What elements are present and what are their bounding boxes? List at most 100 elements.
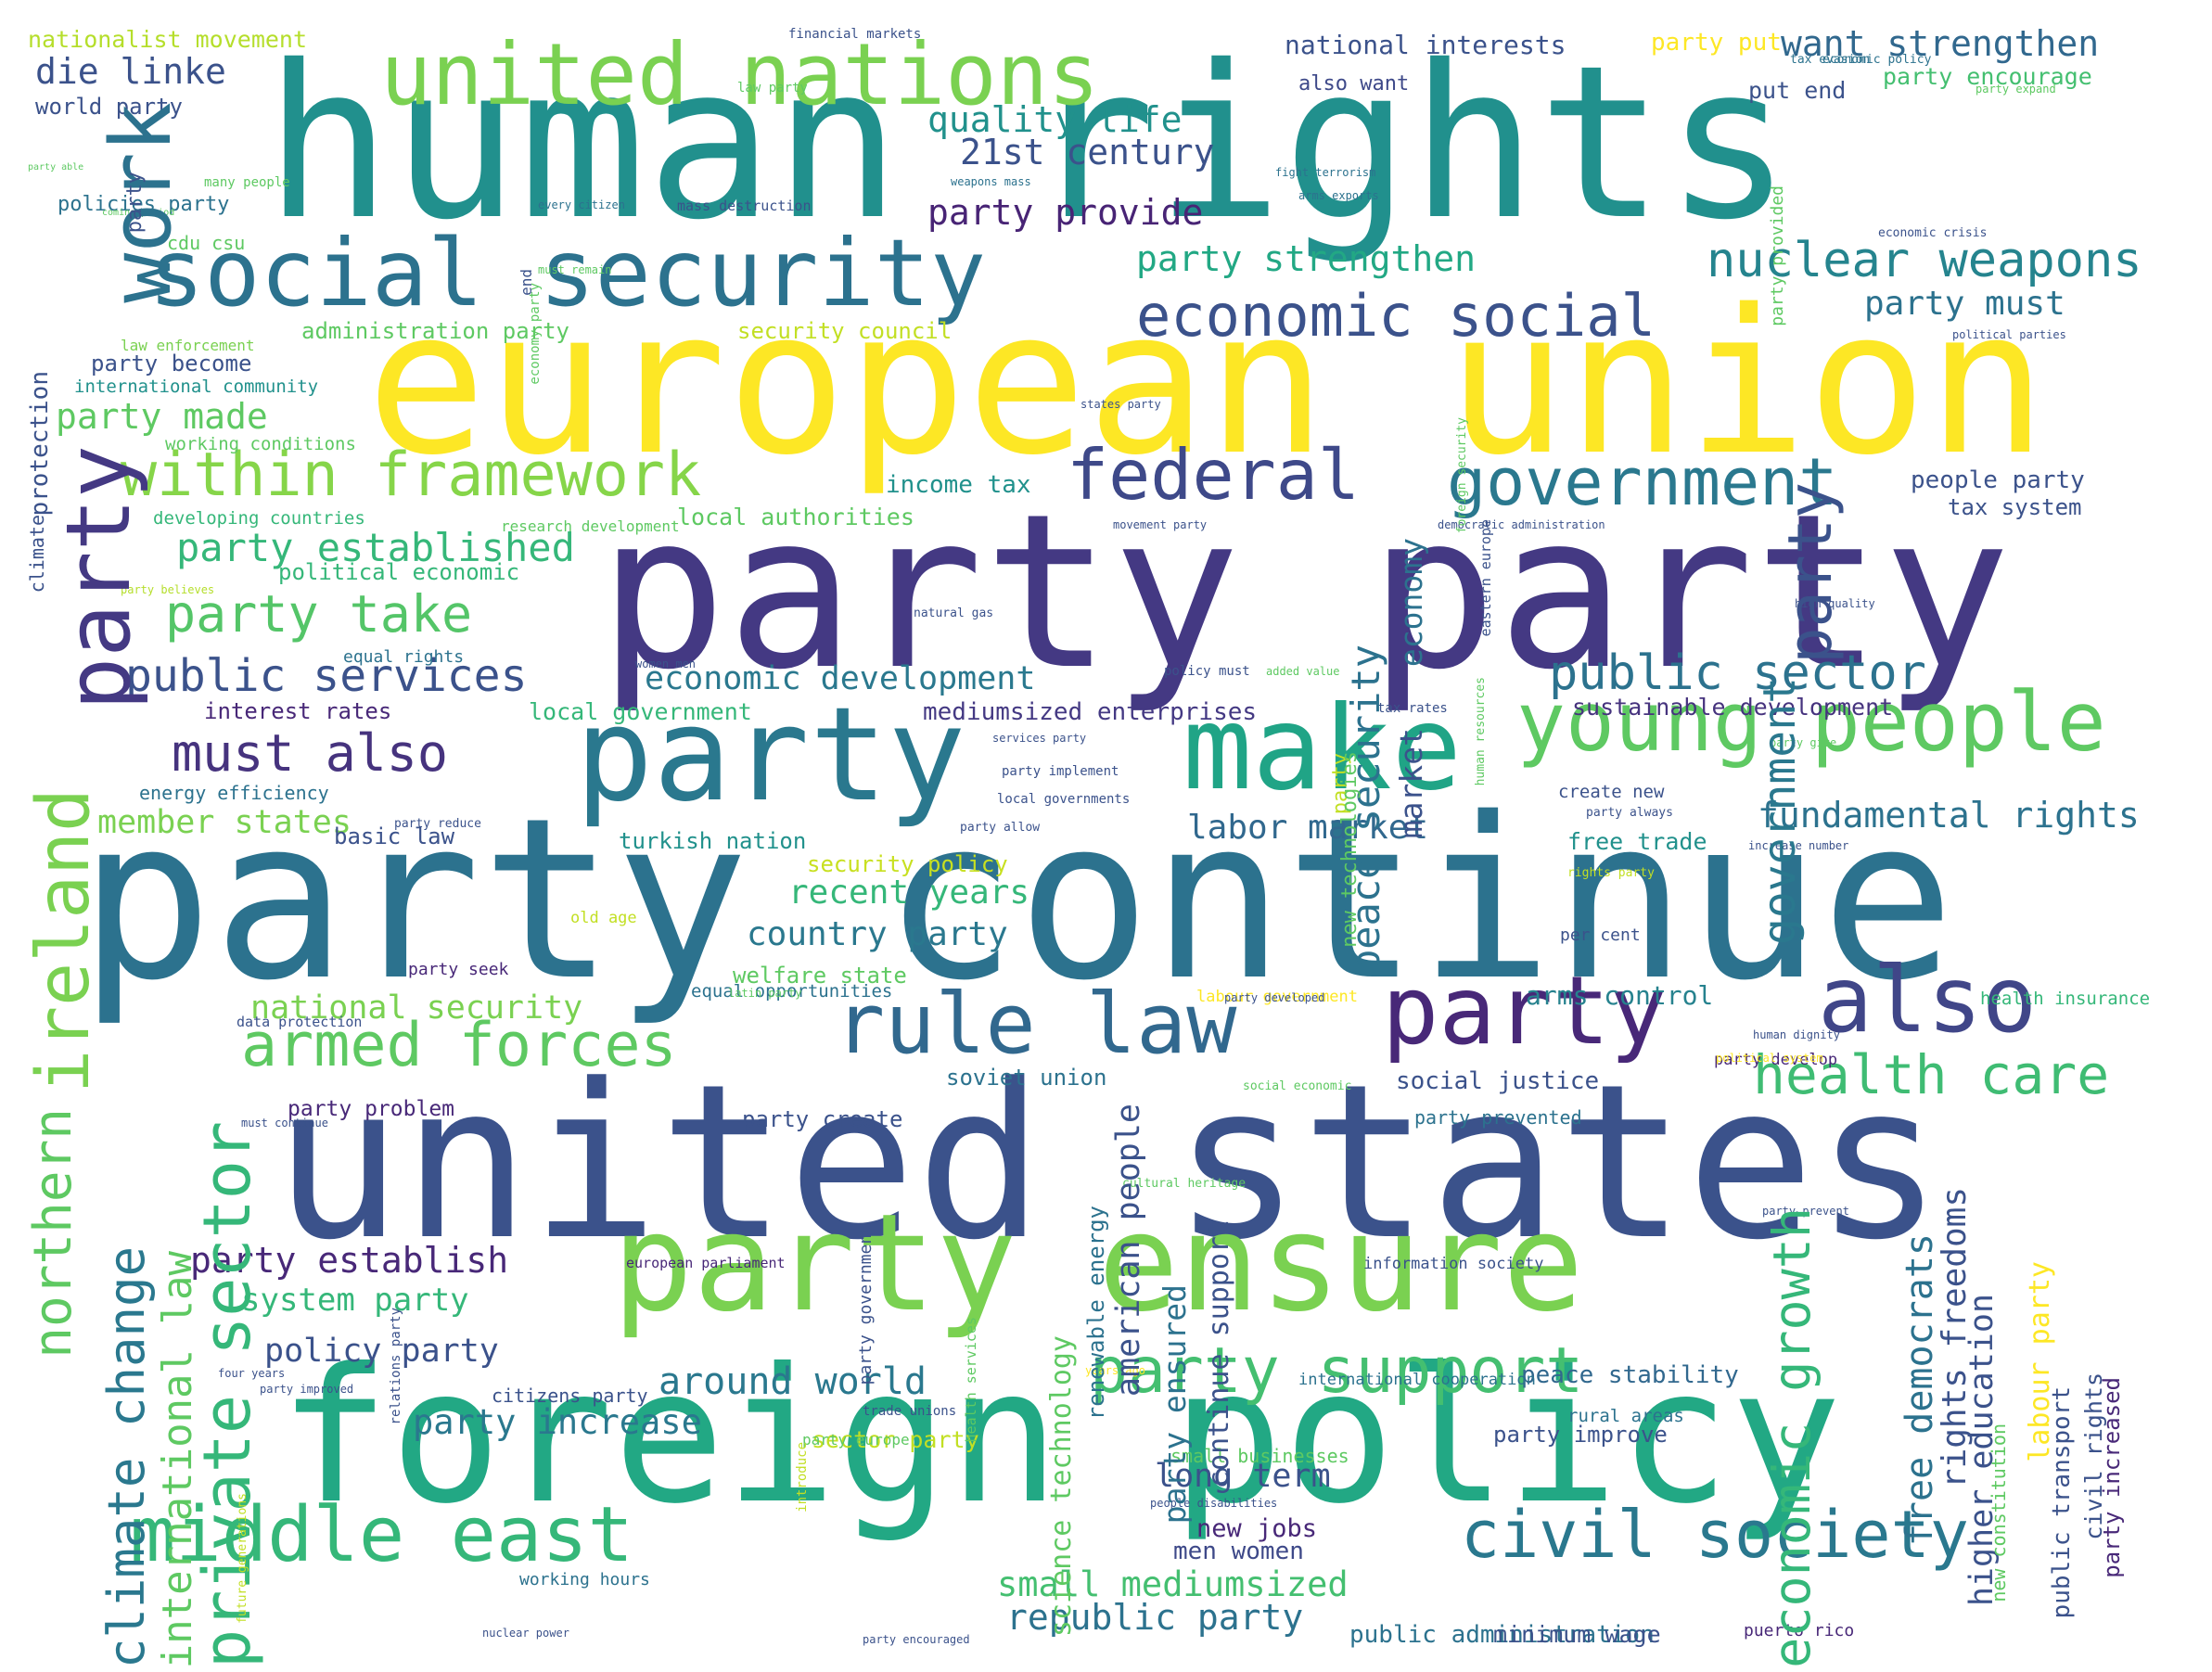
cloud-word: equal opportunities: [691, 981, 893, 1002]
cloud-word: fundamental rights: [1758, 795, 2140, 836]
cloud-word: party prevented: [1414, 1106, 1582, 1129]
cloud-word: party encourage: [1883, 63, 2092, 90]
cloud-word: policies party: [58, 193, 230, 216]
cloud-word: local governments: [997, 792, 1131, 807]
cloud-word: party able: [28, 162, 84, 172]
cloud-word: private sector: [189, 1120, 265, 1668]
cloud-word: interest rates: [204, 698, 392, 724]
cloud-word: party: [1382, 956, 1668, 1066]
cloud-word: young people: [1516, 674, 2106, 770]
cloud-word: member states: [97, 804, 352, 841]
cloud-word: party: [123, 172, 147, 234]
cloud-word: relations party: [389, 1308, 403, 1425]
cloud-word: new technologies: [1338, 751, 1362, 948]
cloud-word: information society: [1363, 1255, 1544, 1273]
cloud-word: foreign policy: [278, 1329, 1842, 1545]
cloud-word: party continue: [79, 770, 1955, 1029]
cloud-word: administration party: [301, 318, 569, 344]
cloud-word: welfare state: [733, 963, 907, 989]
cloud-word: economic development: [645, 660, 1036, 697]
cloud-word: coming period: [102, 208, 175, 218]
cloud-word: health care: [1753, 1043, 2110, 1106]
cloud-word: ireland: [22, 788, 106, 1093]
cloud-word: future generations: [236, 1493, 249, 1624]
cloud-word: climate: [26, 515, 48, 593]
cloud-word: must continue: [241, 1117, 328, 1130]
cloud-word: government: [1447, 444, 1838, 520]
cloud-word: party take: [165, 584, 473, 644]
cloud-word: party reduce: [394, 817, 481, 831]
cloud-word: political system: [1716, 1052, 1823, 1065]
cloud-word: natural gas: [914, 606, 994, 620]
cloud-word: party europe: [802, 1431, 910, 1449]
cloud-word: northern: [23, 1108, 83, 1359]
cloud-word: old age: [570, 909, 637, 927]
cloud-word: weapons mass: [951, 175, 1031, 188]
cloud-word: new constitution: [1988, 1423, 2010, 1602]
cloud-word: small mediumsized: [997, 1564, 1349, 1604]
cloud-word: economic growth: [1762, 1207, 1822, 1668]
cloud-word: party give: [1770, 736, 1837, 749]
cloud-word: people disabilities: [1150, 1497, 1278, 1510]
cloud-word: tax system: [1948, 494, 2082, 520]
cloud-word: republic party: [1006, 1597, 1304, 1638]
cloud-word: added value: [1266, 665, 1340, 678]
cloud-word: peace stability: [1521, 1361, 1739, 1389]
cloud-word: die linke: [35, 51, 226, 92]
cloud-word: must remain: [538, 263, 612, 276]
cloud-word: every citizen: [538, 198, 625, 211]
cloud-word: around world: [658, 1360, 927, 1403]
cloud-word: continue support: [1203, 1219, 1235, 1487]
cloud-word: minimum wage: [1493, 1621, 1661, 1648]
cloud-word: public sector: [1549, 645, 1926, 701]
cloud-word: create new: [1558, 782, 1665, 802]
cloud-word: united nations: [380, 25, 1100, 124]
cloud-word: equal rights: [343, 647, 465, 667]
cloud-word: health services: [963, 1317, 979, 1443]
cloud-word: within framework: [121, 440, 702, 510]
cloud-word: latin party: [728, 987, 802, 1000]
cloud-word: social economic: [1243, 1079, 1352, 1093]
cloud-word: law enforcement: [121, 337, 255, 354]
cloud-word: mass destruction: [677, 198, 812, 214]
cloud-word: increase number: [1748, 839, 1849, 852]
cloud-word: women men: [635, 657, 697, 670]
cloud-word: armed forces: [241, 1011, 677, 1080]
cloud-word: party government: [856, 1224, 876, 1385]
cloud-word: party problem: [288, 1097, 455, 1121]
cloud-word: cdu csu: [167, 232, 246, 254]
cloud-word: trade unions: [863, 1404, 957, 1419]
cloud-word: cultural heritage: [1122, 1177, 1247, 1191]
cloud-word: civil society: [1461, 1497, 1969, 1573]
cloud-word: party increase: [413, 1402, 702, 1442]
cloud-word: put end: [1748, 77, 1847, 104]
cloud-word: international cooperation: [1298, 1371, 1536, 1389]
cloud-word: party prevent: [1762, 1205, 1849, 1218]
cloud-word: eastern europe: [1477, 519, 1494, 637]
cloud-word: 21st century: [960, 132, 1215, 172]
cloud-word: european union: [366, 266, 2048, 499]
cloud-word: energy efficiency: [139, 782, 329, 804]
cloud-word: introduce: [795, 1442, 810, 1512]
cloud-word: arms control: [1526, 980, 1714, 1011]
cloud-word: party always: [1586, 806, 1673, 820]
cloud-word: mediumsized enterprises: [923, 698, 1258, 726]
cloud-word: party must: [1864, 285, 2065, 323]
cloud-word: states party: [1080, 398, 1161, 411]
cloud-word: security council: [737, 318, 953, 344]
cloud-word: people party: [1911, 466, 2085, 494]
cloud-word: labour government: [1196, 988, 1358, 1006]
cloud-word: middle east: [130, 1491, 634, 1579]
cloud-word: party strengthen: [1136, 238, 1477, 279]
cloud-word: national security: [250, 989, 583, 1027]
cloud-word: make: [1183, 682, 1463, 816]
cloud-word: party seek: [408, 960, 509, 979]
cloud-word: public transport: [2048, 1386, 2076, 1619]
cloud-word: public administration: [1349, 1621, 1655, 1649]
cloud-word: end: [518, 269, 535, 296]
cloud-word: world party: [35, 94, 183, 120]
cloud-word: market: [1393, 728, 1429, 839]
cloud-word: party expand: [1975, 83, 2056, 96]
cloud-word: working conditions: [165, 434, 356, 454]
cloud-word: research development: [501, 517, 680, 535]
